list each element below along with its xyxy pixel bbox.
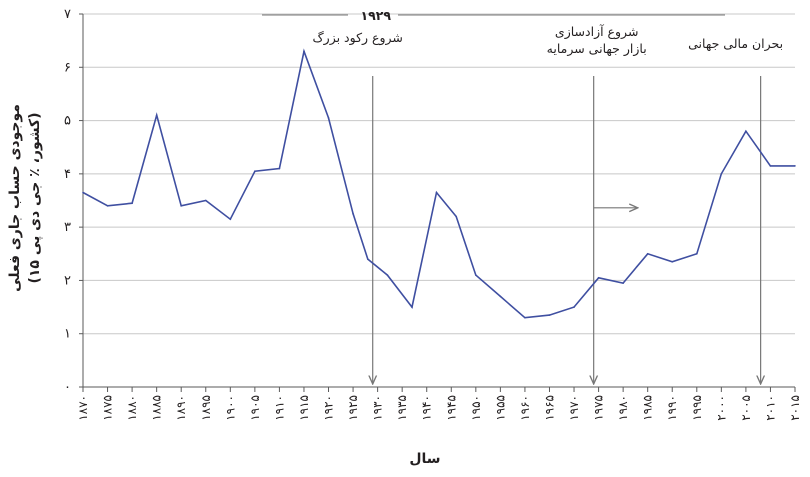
- x-tick-label-25: ۱۹۹۵: [690, 395, 704, 421]
- annotation-text-1-1: بازار جهانی سرمایه: [547, 41, 647, 57]
- annotation-text-2-0: بحران مالی جهانی: [688, 36, 783, 52]
- series-line-0: [82, 48, 795, 319]
- data-point-0-29: [769, 165, 772, 167]
- x-tick-label-12: ۱۹۳۰: [371, 395, 385, 421]
- x-tick-label-13: ۱۹۳۵: [395, 395, 409, 421]
- data-point-0-9: [303, 50, 305, 53]
- data-point-0-1: [106, 205, 109, 207]
- data-point-0-11: [352, 213, 354, 215]
- data-point-0-24: [646, 252, 649, 255]
- data-point-0-14: [411, 306, 413, 308]
- data-point-0-26: [695, 252, 698, 255]
- x-tick-label-18: ۱۹۶۰: [518, 395, 532, 421]
- x-tick-label-7: ۱۹۰۵: [248, 395, 262, 421]
- x-tick-label-3: ۱۸۸۵: [150, 395, 164, 421]
- data-point-0-30: [794, 165, 796, 167]
- data-point-0-4: [180, 205, 183, 207]
- x-tick-label-28: ۲۰۱۰: [763, 395, 777, 421]
- x-tick-label-6: ۱۹۰۰: [223, 395, 237, 421]
- y-tick-label-1: ۱: [64, 327, 71, 342]
- data-point-0-0: [82, 191, 84, 194]
- x-tick-label-22: ۱۹۸۰: [616, 395, 630, 421]
- y-tick-label-0: ۰: [64, 380, 71, 395]
- y-tick-label-2: ۲: [64, 273, 71, 288]
- x-tick-label-9: ۱۹۱۵: [297, 395, 311, 421]
- data-point-0-27: [720, 173, 723, 175]
- data-point-0-23: [622, 282, 624, 284]
- annotation-text-0-0: شروع رکود بزرگ: [312, 30, 402, 46]
- x-tick-label-4: ۱۸۹۰: [174, 395, 188, 421]
- x-tick-label-0: ۱۸۷۰: [76, 395, 90, 421]
- x-tick-label-15: ۱۹۴۵: [444, 395, 458, 421]
- annotation-text-1-0: شروع آزادسازی: [555, 24, 639, 40]
- data-point-0-13: [386, 274, 389, 276]
- x-tick-label-21: ۱۹۷۵: [592, 395, 606, 421]
- data-point-0-22: [597, 276, 600, 279]
- y-tick-label-4: ۴: [64, 167, 71, 182]
- data-point-0-8: [278, 167, 281, 170]
- data-point-0-18: [499, 295, 502, 298]
- x-tick-label-19: ۱۹۶۵: [542, 395, 556, 421]
- data-point-0-10: [327, 117, 330, 119]
- x-tick-label-26: ۲۰۰۰: [714, 395, 728, 421]
- y-tick-label-6: ۶: [64, 60, 71, 75]
- x-tick-label-2: ۱۸۸۰: [125, 395, 139, 421]
- x-tick-label-17: ۱۹۵۵: [493, 395, 507, 421]
- x-tick-label-16: ۱۹۵۰: [469, 395, 483, 421]
- y-axis-title-line-2: (۱۵ کشور، ٪ جی دی پی): [27, 112, 43, 283]
- y-tick-label-5: ۵: [64, 114, 71, 129]
- x-tick-label-1: ۱۸۷۵: [101, 395, 115, 421]
- data-point-0-19: [524, 316, 526, 319]
- data-point-0-17: [475, 274, 477, 276]
- annotation-year-0: ۱۹۲۹: [360, 8, 391, 23]
- data-point-0-2: [131, 202, 133, 204]
- y-axis-title-line-1: موجودی حساب جاری فعلی: [7, 104, 23, 292]
- gridlines: [83, 13, 795, 335]
- data-point-0-20: [548, 314, 551, 316]
- data-point-0-25: [671, 260, 674, 263]
- x-tick-label-10: ۱۹۲۰: [322, 395, 336, 421]
- data-point-0-7: [254, 170, 256, 172]
- y-axis-title: موجودی حساب جاری فعلی (۱۵ کشور، ٪ جی دی …: [7, 104, 43, 292]
- axes: [82, 14, 795, 388]
- data-point-0-12: [367, 258, 369, 260]
- data-point-0-5: [204, 199, 207, 202]
- data-point-0-6: [229, 218, 232, 220]
- x-tick-label-11: ۱۹۲۵: [346, 395, 360, 421]
- data-point-0-15: [435, 191, 438, 194]
- x-tick-label-5: ۱۸۹۵: [199, 395, 213, 421]
- x-tick-label-23: ۱۹۸۵: [641, 395, 655, 421]
- x-tick-label-8: ۱۹۱۰: [272, 395, 286, 421]
- x-axis-ticks: ۱۸۷۰ ۱۸۷۵ ۱۸۸۰ ۱۸۸۵ ۱۸۹۰ ۱۸۹۵ ۱۹۰۰ ۱۹۰۵ ۱۹۱۰ ۱۹۱۵…: [76, 387, 802, 421]
- y-tick-label-3: ۳: [64, 220, 71, 235]
- x-tick-label-27: ۲۰۰۵: [739, 395, 753, 421]
- y-tick-label-7: ۷: [64, 7, 71, 22]
- x-tick-label-24: ۱۹۹۰: [665, 395, 679, 421]
- data-point-0-28: [745, 130, 747, 133]
- series-group: [82, 48, 796, 319]
- data-point-0-21: [573, 306, 575, 308]
- x-tick-label-29: ۲۰۱۵: [788, 395, 802, 421]
- y-axis-ticks: ۰ ۱ ۲ ۳ ۴ ۵ ۶ ۷: [64, 7, 83, 395]
- data-point-0-3: [155, 114, 158, 117]
- x-axis-title: سال: [409, 451, 440, 467]
- data-point-0-16: [455, 215, 457, 218]
- x-tick-label-14: ۱۹۴۰: [420, 395, 434, 421]
- x-tick-label-20: ۱۹۷۰: [567, 395, 581, 421]
